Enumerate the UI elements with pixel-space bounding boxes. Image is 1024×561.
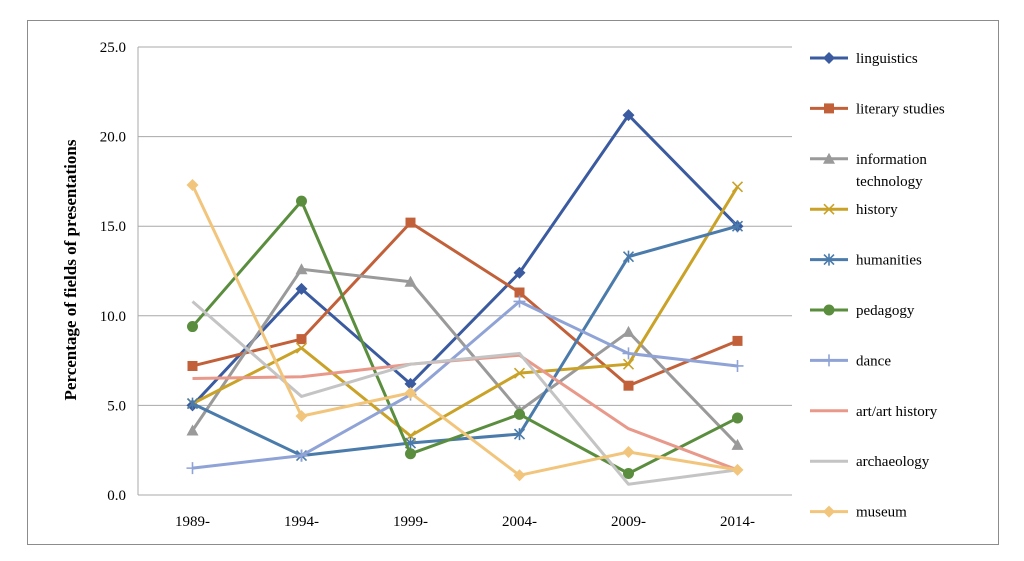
data-point-dance	[513, 295, 526, 308]
data-point-museum	[513, 469, 526, 482]
data-point-museum	[186, 178, 199, 191]
data-point-literary-studies	[187, 360, 198, 371]
data-point-dance	[186, 462, 199, 475]
data-point-pedagogy	[296, 195, 307, 207]
data-point-humanities	[622, 250, 635, 263]
series-museum	[186, 178, 744, 482]
data-point-information-technology	[404, 275, 417, 287]
data-point-humanities	[186, 397, 199, 410]
legend-item-history: history	[810, 202, 898, 218]
y-tick-label: 0.0	[107, 488, 126, 504]
gridlines	[137, 46, 792, 496]
legend-marker	[824, 103, 834, 114]
legend-item-art-art-history: art/art history	[810, 404, 938, 420]
data-point-humanities	[513, 428, 526, 441]
x-tick-label: 1989-	[175, 514, 210, 530]
data-point-history	[622, 358, 635, 370]
data-point-information-technology	[622, 325, 635, 337]
legend-label: pedagogy	[856, 303, 915, 319]
data-point-dance	[622, 347, 635, 360]
x-tick-label: 2009-	[611, 514, 646, 530]
legend-marker	[823, 354, 835, 367]
series-line-linguistics	[191, 113, 739, 407]
legend-item-archaeology: archaeology	[810, 454, 930, 470]
x-tick-label: 2004-	[502, 514, 537, 530]
data-point-pedagogy	[405, 448, 416, 460]
data-point-museum	[622, 445, 635, 458]
legend-label: archaeology	[856, 454, 930, 470]
legend-marker	[823, 152, 835, 164]
data-point-linguistics	[295, 282, 308, 295]
data-point-information-technology	[295, 263, 308, 275]
data-point-pedagogy	[732, 412, 743, 424]
data-point-literary-studies	[296, 334, 307, 345]
legend-marker	[823, 253, 835, 266]
legend-label: museum	[856, 505, 907, 521]
series-line-museum	[191, 184, 738, 477]
legend-marker	[823, 203, 835, 215]
legend-label: technology	[856, 174, 923, 190]
data-point-history	[731, 181, 744, 193]
data-point-history	[295, 342, 308, 354]
y-tick-label: 5.0	[107, 398, 126, 414]
data-point-information-technology	[186, 424, 199, 436]
y-tick-label: 25.0	[100, 40, 126, 56]
y-tick-labels: 0.0 5.0 10.0 15.0 20.0 25.0	[100, 40, 126, 504]
data-point-literary-studies	[514, 287, 525, 298]
legend-marker	[823, 304, 835, 316]
data-point-history	[513, 367, 526, 379]
legend-item-humanities: humanities	[810, 253, 922, 269]
series-pedagogy	[187, 195, 743, 479]
series-history	[186, 181, 744, 442]
series-lines	[186, 109, 744, 486]
legend-item-literary-studies: literary studies	[810, 101, 945, 117]
legend-marker	[823, 52, 835, 64]
legend-label: literary studies	[856, 101, 945, 117]
legend-label: information	[856, 152, 927, 168]
data-point-dance	[295, 449, 308, 462]
data-point-museum	[404, 386, 417, 399]
data-point-museum	[731, 463, 744, 476]
x-tick-labels: 1989- 1994- 1999- 2004- 2009- 2014-	[175, 514, 755, 530]
series-line-history	[191, 185, 739, 438]
legend-label: linguistics	[856, 51, 918, 67]
x-tick-label: 1999-	[393, 514, 428, 530]
legend-item-pedagogy: pedagogy	[810, 303, 915, 319]
legend-marker	[823, 505, 835, 518]
data-point-literary-studies	[623, 380, 634, 391]
y-tick-label: 20.0	[100, 130, 126, 146]
y-axis-label: Percentage of fields of presentations	[61, 139, 80, 400]
series-literary-studies	[187, 217, 743, 391]
data-point-dance	[731, 359, 744, 372]
legend-item-information-technology: information technology	[810, 152, 927, 190]
data-point-linguistics	[513, 266, 526, 279]
y-tick-label: 15.0	[100, 219, 126, 235]
legend-label: dance	[856, 353, 891, 369]
legend-item-museum: museum	[810, 505, 907, 521]
legend-item-dance: dance	[810, 353, 891, 369]
series-line-humanities	[191, 224, 738, 458]
data-point-humanities	[731, 220, 744, 233]
y-tick-label: 10.0	[100, 309, 126, 325]
legend-label: humanities	[856, 253, 922, 269]
legend-item-linguistics: linguistics	[810, 51, 918, 67]
data-point-linguistics	[404, 377, 417, 390]
data-point-pedagogy	[514, 408, 525, 420]
x-tick-label: 1994-	[284, 514, 319, 530]
x-tick-label: 2014-	[720, 514, 755, 530]
data-point-linguistics	[622, 109, 635, 122]
data-point-literary-studies	[405, 217, 416, 228]
data-point-pedagogy	[187, 321, 198, 333]
legend-label: art/art history	[856, 404, 938, 420]
legend-label: history	[856, 202, 898, 218]
data-point-pedagogy	[623, 467, 634, 479]
series-line-literary-studies	[192, 221, 739, 388]
legend: linguistics literary studies information te…	[810, 51, 945, 521]
series-line-dance	[192, 299, 738, 470]
data-point-information-technology	[731, 438, 744, 450]
data-point-museum	[295, 410, 308, 423]
data-point-literary-studies	[732, 335, 743, 346]
